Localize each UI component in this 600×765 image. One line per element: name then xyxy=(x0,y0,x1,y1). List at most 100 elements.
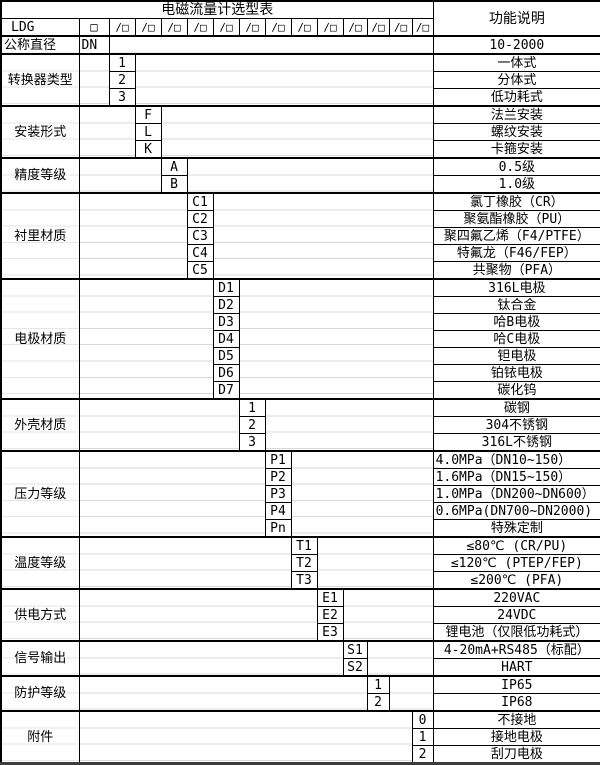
category-cell: 精度等级 xyxy=(0,157,80,194)
filler-cell xyxy=(264,398,434,452)
description-cell: 不接地 xyxy=(432,710,600,729)
code-cell: L xyxy=(134,123,162,141)
description-cell: ≤200℃ (PFA) xyxy=(432,571,600,590)
filler-cell xyxy=(186,157,434,194)
description-cell: 特殊定制 xyxy=(432,519,600,538)
model-prefix: LDG xyxy=(0,18,80,37)
description-cell: IP65 xyxy=(432,675,600,694)
filler-cell xyxy=(78,278,214,400)
code-cell: K xyxy=(134,140,162,159)
code-slot: /□ xyxy=(366,18,390,37)
code-cell: P3 xyxy=(264,485,292,503)
description-cell: 1.6MPa（DN15~150） xyxy=(432,468,600,486)
table-title: 电磁流量计选型表 xyxy=(0,0,434,19)
code-cell: C2 xyxy=(186,210,214,228)
code-cell: P4 xyxy=(264,502,292,520)
code-cell: D5 xyxy=(212,347,240,365)
filler-cell xyxy=(78,450,266,538)
filler-cell xyxy=(388,675,434,712)
description-cell: 聚四氟乙烯（F4/PTFE） xyxy=(432,227,600,245)
function-header: 功能说明 xyxy=(432,0,600,37)
filler-cell xyxy=(78,157,162,194)
code-slot: /□ xyxy=(212,18,240,37)
description-cell: 316L不锈钢 xyxy=(432,433,600,452)
category-cell: 信号输出 xyxy=(0,640,80,677)
code-cell: Pn xyxy=(264,519,292,538)
code-slot: /□ xyxy=(342,18,368,37)
code-cell: DN xyxy=(78,35,110,55)
description-cell: 哈B电极 xyxy=(432,313,600,331)
code-cell: F xyxy=(134,105,162,124)
description-cell: ≤120℃ (PTEP/FEP) xyxy=(432,554,600,572)
code-slot: /□ xyxy=(186,18,214,37)
description-cell: 特氟龙（F46/FEP） xyxy=(432,244,600,262)
code-cell: P2 xyxy=(264,468,292,486)
filler-cell xyxy=(290,450,434,538)
code-cell: E2 xyxy=(316,606,344,624)
code-cell: D4 xyxy=(212,330,240,348)
filler-cell xyxy=(134,53,434,107)
description-cell: IP68 xyxy=(432,693,600,712)
description-cell: 锂电池（仅限低功耗式） xyxy=(432,623,600,642)
description-cell: 氯丁橡胶（CR） xyxy=(432,192,600,211)
filler-cell xyxy=(78,105,136,159)
code-slot: /□ xyxy=(264,18,292,37)
code-slot: /□ xyxy=(134,18,162,37)
code-cell: D1 xyxy=(212,278,240,297)
filler-cell xyxy=(78,398,240,452)
filler-cell xyxy=(342,588,434,642)
description-cell: 10-2000 xyxy=(432,35,600,55)
filler-cell xyxy=(78,640,344,677)
description-cell: 分体式 xyxy=(432,71,600,89)
description-cell: 4.0MPa（DN10~150） xyxy=(432,450,600,469)
category-cell: 衬里材质 xyxy=(0,192,80,280)
code-slot: /□ xyxy=(388,18,413,37)
description-cell: 4-20mA+RS485（标配） xyxy=(432,640,600,659)
code-cell: 2 xyxy=(366,693,390,712)
category-cell: 公称直径 xyxy=(0,35,80,55)
description-cell: 316L电极 xyxy=(432,278,600,297)
code-cell: S1 xyxy=(342,640,368,659)
description-cell: 低功耗式 xyxy=(432,88,600,107)
code-cell: D7 xyxy=(212,381,240,400)
code-cell: 3 xyxy=(238,433,266,452)
filler-cell xyxy=(78,710,413,764)
filler-cell xyxy=(78,53,110,107)
description-cell: 1.0MPa（DN200~DN600） xyxy=(432,485,600,503)
code-cell: 1 xyxy=(366,675,390,694)
description-cell: 钽电极 xyxy=(432,347,600,365)
code-slot: /□ xyxy=(290,18,318,37)
category-cell: 温度等级 xyxy=(0,536,80,590)
category-cell: 电极材质 xyxy=(0,278,80,400)
code-slot: /□ xyxy=(108,18,136,37)
code-cell: D2 xyxy=(212,296,240,314)
code-slot: /□ xyxy=(160,18,188,37)
code-cell: P1 xyxy=(264,450,292,469)
category-cell: 供电方式 xyxy=(0,588,80,642)
filler-cell xyxy=(108,35,434,55)
filler-cell xyxy=(238,278,434,400)
filler-cell xyxy=(316,536,434,590)
description-cell: 碳钢 xyxy=(432,398,600,417)
filler-cell xyxy=(78,192,188,280)
description-cell: ≤80℃ (CR/PU) xyxy=(432,536,600,555)
category-cell: 安装形式 xyxy=(0,105,80,159)
code-cell: 1 xyxy=(108,53,136,72)
description-cell: 聚氨酯橡胶（PU） xyxy=(432,210,600,228)
description-cell: 接地电极 xyxy=(432,728,600,746)
code-cell: 3 xyxy=(108,88,136,107)
category-cell: 转换器类型 xyxy=(0,53,80,107)
category-cell: 附件 xyxy=(0,710,80,764)
code-slot: /□ xyxy=(411,18,434,37)
description-cell: 法兰安装 xyxy=(432,105,600,124)
description-cell: 24VDC xyxy=(432,606,600,624)
description-cell: 304不锈钢 xyxy=(432,416,600,434)
code-cell: 2 xyxy=(238,416,266,434)
code-cell: S2 xyxy=(342,658,368,677)
code-slot: /□ xyxy=(238,18,266,37)
description-cell: 刮刀电极 xyxy=(432,745,600,764)
description-cell: 0.5级 xyxy=(432,157,600,176)
description-cell: 220VAC xyxy=(432,588,600,607)
filler-cell xyxy=(160,105,434,159)
